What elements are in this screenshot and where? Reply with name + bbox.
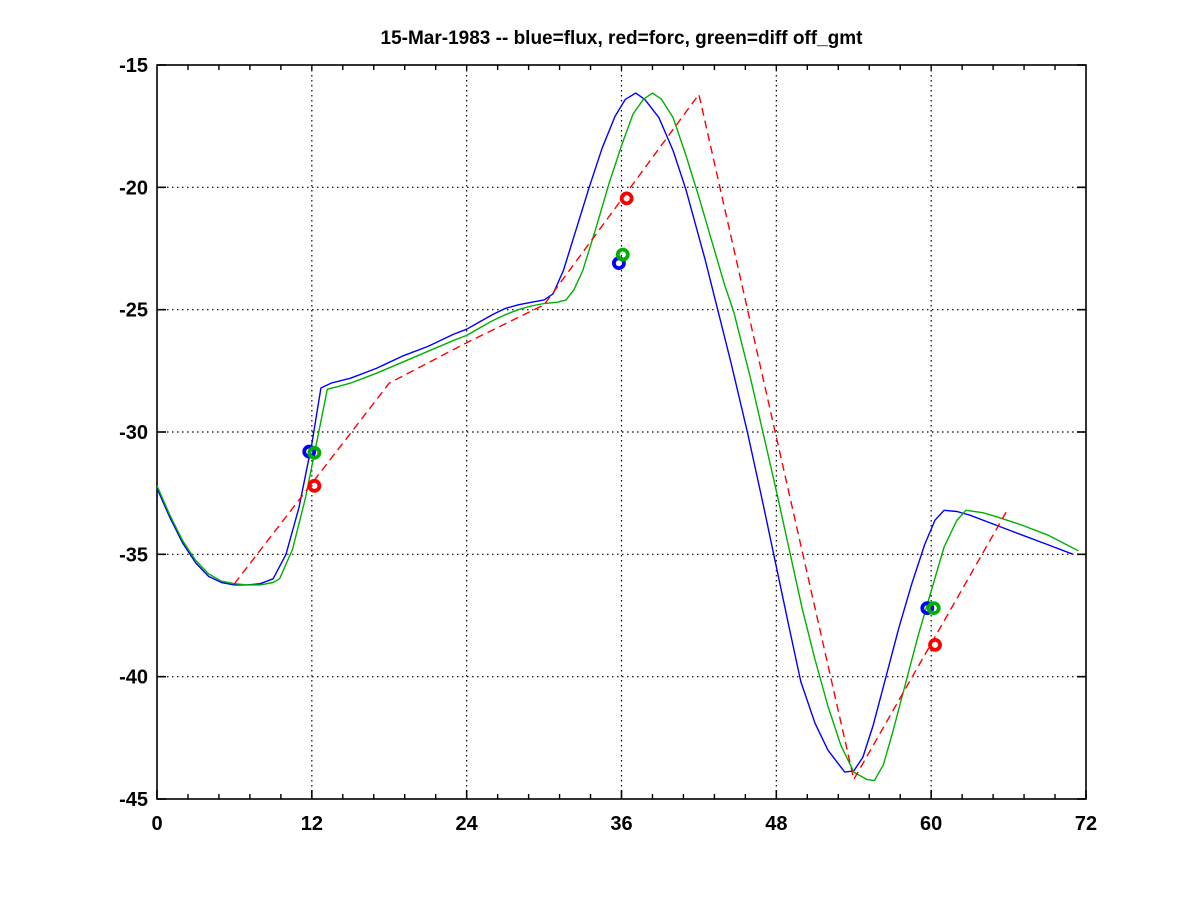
marker-forc	[619, 191, 634, 206]
x-tick-label: 60	[920, 813, 942, 835]
x-tick-label: 12	[301, 813, 323, 835]
x-tick-label: 0	[151, 813, 162, 835]
marker-diff	[307, 445, 322, 460]
y-tick-label: -15	[119, 55, 148, 77]
marker-flux	[920, 601, 935, 616]
marker-diff	[615, 247, 630, 262]
marker-forc	[928, 637, 942, 652]
chart-title: 15-Mar-1983 -- blue=flux, red=forc, gree…	[380, 28, 863, 49]
y-tick-label: -40	[119, 667, 148, 689]
series-line-diff	[156, 92, 1079, 782]
y-tick-label: -20	[119, 177, 148, 199]
y-tick-label: -35	[119, 544, 148, 566]
series-line-flux	[156, 92, 1074, 773]
x-tick-label: 24	[456, 813, 479, 835]
y-tick-label: -30	[119, 422, 148, 444]
x-tick-label: 48	[765, 813, 787, 835]
marker-forc	[307, 478, 322, 493]
marker-diff	[926, 601, 941, 616]
x-tick-label: 72	[1075, 813, 1097, 835]
y-tick-label: -25	[119, 300, 148, 322]
series-line-forc	[233, 93, 1010, 781]
y-tick-label: -45	[119, 789, 148, 811]
x-tick-label: 36	[610, 813, 632, 835]
